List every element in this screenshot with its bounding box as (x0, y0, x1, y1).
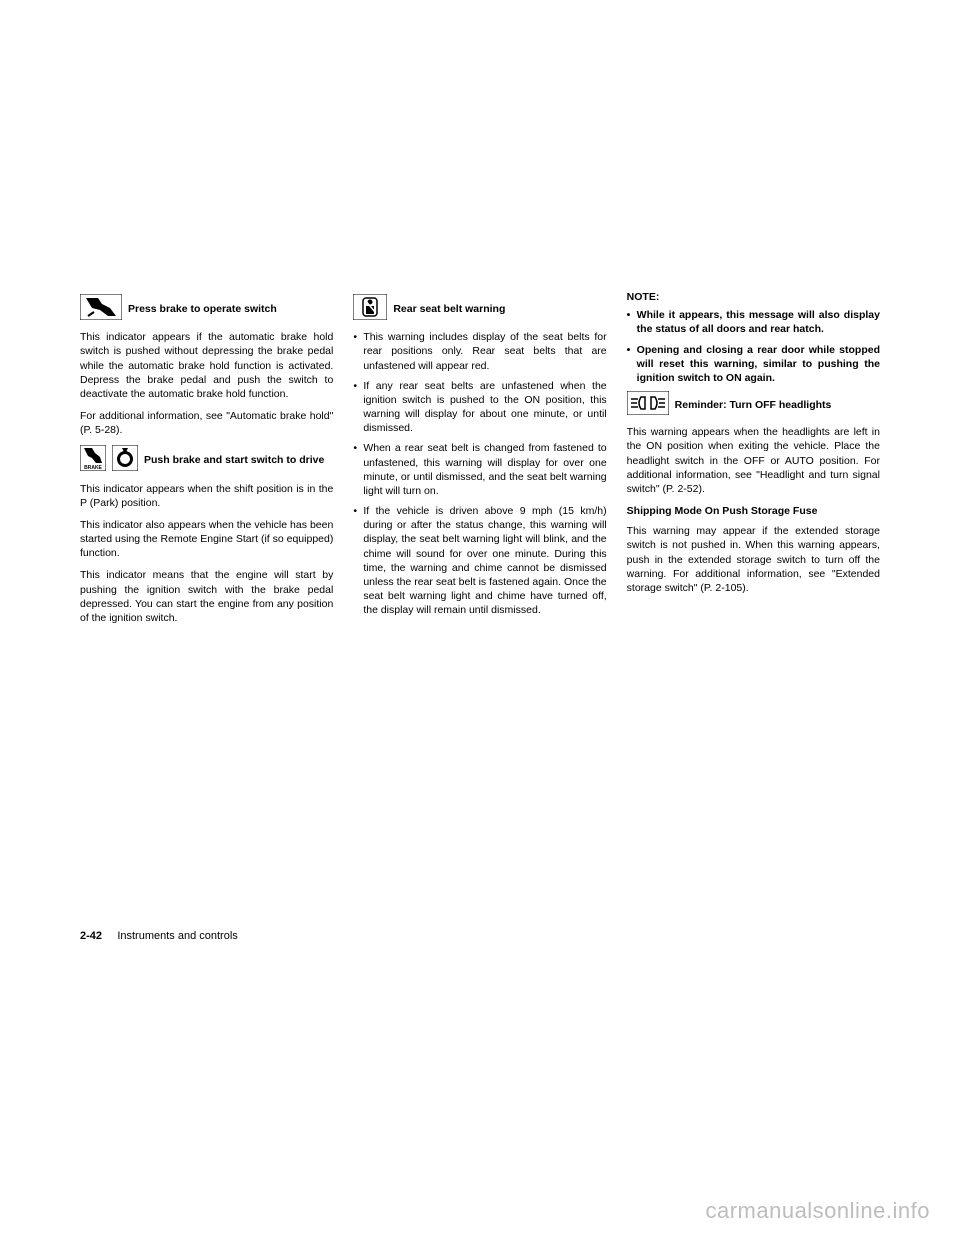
footer-spacer (105, 930, 114, 942)
subheading-shipping-mode: Shipping Mode On Push Storage Fuse (627, 504, 880, 518)
page-footer: 2-42 Instruments and controls (80, 930, 238, 942)
svg-text:BRAKE: BRAKE (84, 465, 102, 471)
headlights-icon (627, 391, 669, 419)
heading-rear-seatbelt: Rear seat belt warning (353, 294, 606, 324)
heading-press-brake: Press brake to operate switch (80, 294, 333, 324)
list-item: While it appears, this message will also… (627, 308, 880, 336)
section-title: Instruments and controls (117, 930, 237, 942)
seatbelt-bullets: This warning includes display of the sea… (353, 330, 606, 617)
list-item: If any rear seat belts are unfastened wh… (353, 379, 606, 436)
brake-foot-icon: BRAKE (80, 445, 106, 475)
column-3: NOTE: While it appears, this message wil… (627, 290, 880, 633)
list-item: Opening and closing a rear door while st… (627, 343, 880, 386)
paragraph: This indicator means that the engine wil… (80, 568, 333, 625)
heading-push-brake-start: BRAKE Push brake and start switch to dri… (80, 445, 333, 475)
list-item: When a rear seat belt is changed from fa… (353, 441, 606, 498)
note-label: NOTE: (627, 290, 880, 304)
watermark: carmanualsonline.info (705, 1198, 930, 1224)
paragraph: This indicator appears when the shift po… (80, 482, 333, 510)
paragraph: This warning appears when the headlights… (627, 425, 880, 496)
column-2: Rear seat belt warning This warning incl… (353, 290, 606, 633)
page-number: 2-42 (80, 930, 102, 942)
page-content: Press brake to operate switch This indic… (80, 290, 880, 633)
heading-text: Reminder: Turn OFF headlights (675, 398, 832, 412)
heading-headlights-off: Reminder: Turn OFF headlights (627, 391, 880, 419)
seatbelt-icon (353, 294, 387, 324)
heading-text: Press brake to operate switch (128, 302, 277, 316)
heading-text: Rear seat belt warning (393, 302, 505, 316)
note-bullets: While it appears, this message will also… (627, 308, 880, 385)
paragraph: This indicator also appears when the veh… (80, 518, 333, 561)
paragraph: This warning may appear if the extended … (627, 524, 880, 595)
paragraph: This indicator appears if the automatic … (80, 330, 333, 401)
foot-pedal-icon (80, 294, 122, 324)
start-button-icon (112, 445, 138, 475)
list-item: This warning includes display of the sea… (353, 330, 606, 373)
paragraph: For additional information, see "Automat… (80, 409, 333, 437)
heading-text: Push brake and start switch to drive (144, 453, 324, 467)
list-item: If the vehicle is driven above 9 mph (15… (353, 504, 606, 617)
column-1: Press brake to operate switch This indic… (80, 290, 333, 633)
